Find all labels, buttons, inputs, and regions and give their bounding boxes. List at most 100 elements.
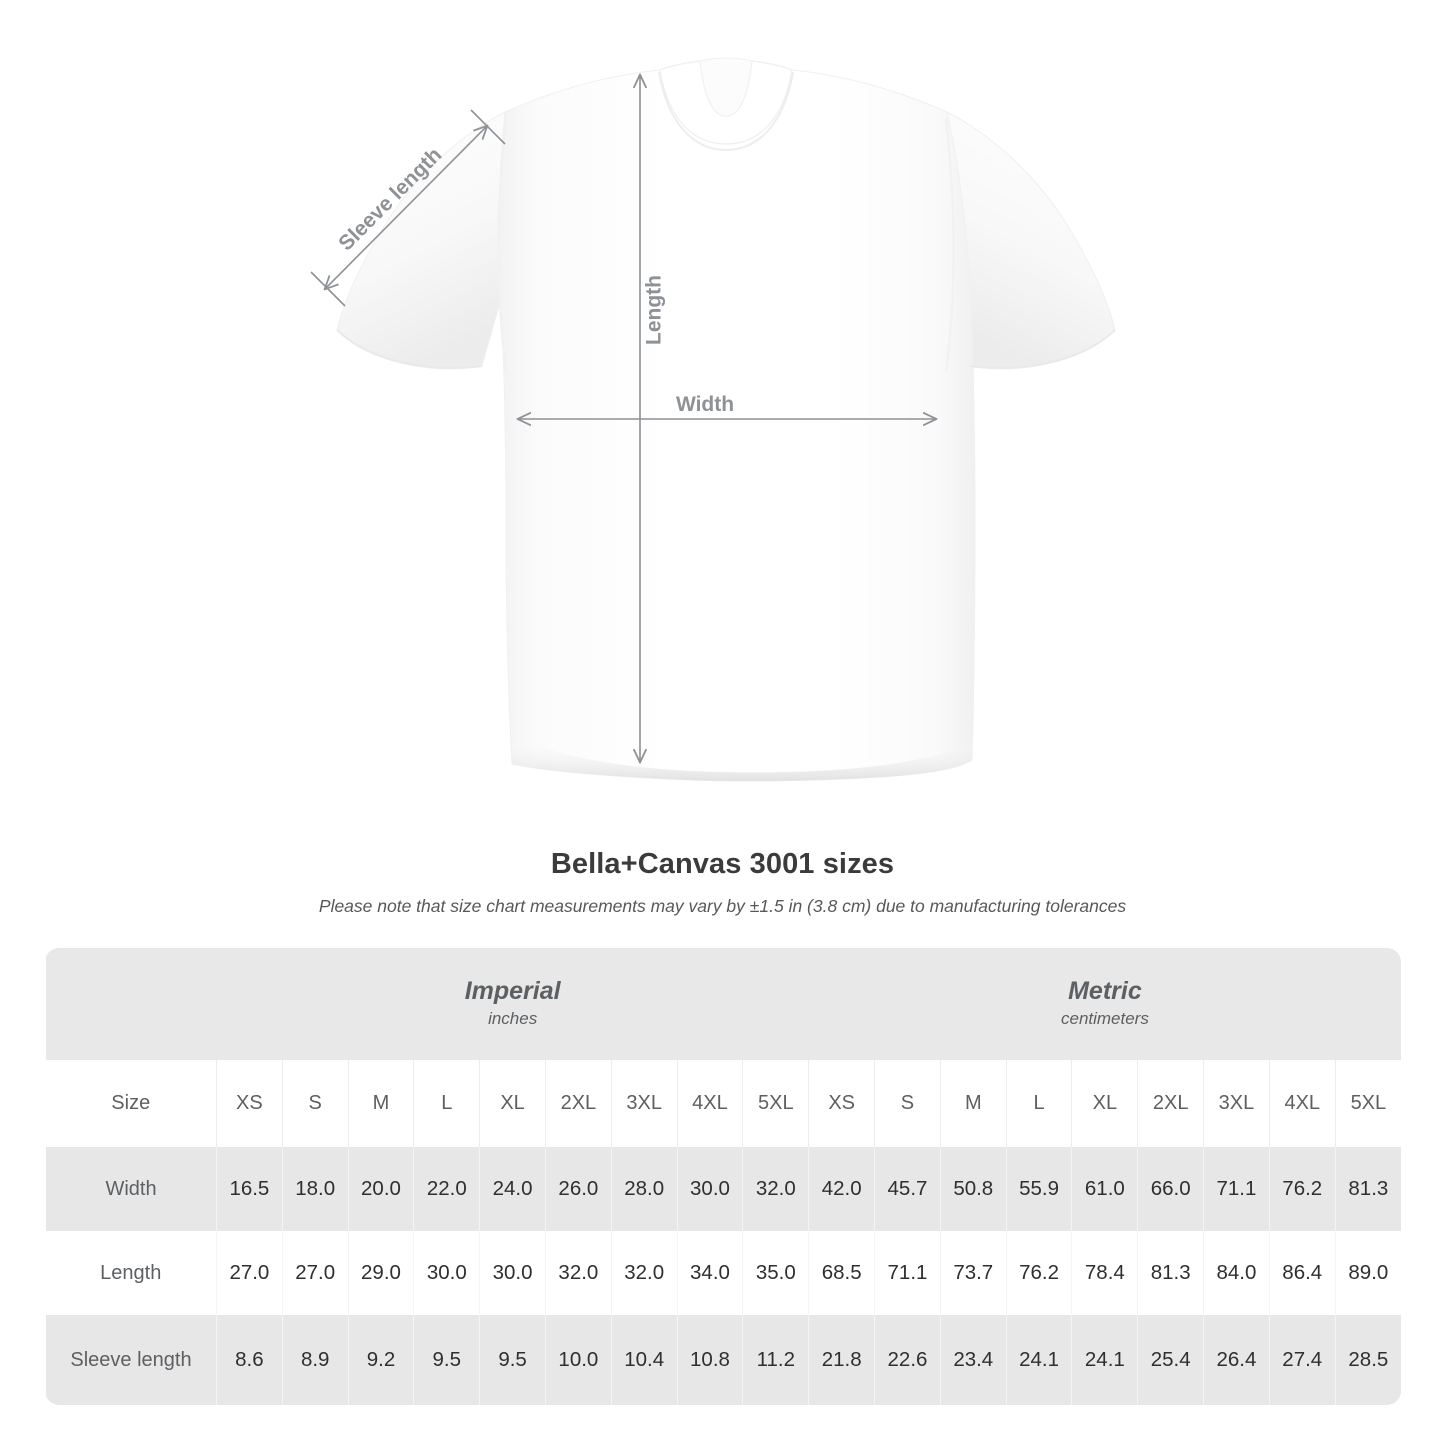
measurement-annotations (310, 75, 936, 762)
cell-length-metric-l: 76.2 (1005, 1231, 1072, 1315)
cell-sleeve-length-metric-4xl: 27.4 (1268, 1315, 1336, 1405)
column-header-l: L (1005, 1060, 1072, 1147)
column-header-s: S (874, 1060, 941, 1147)
sleeve-length-arrow (325, 126, 487, 289)
cell-length-imperial-5xl: 35.0 (742, 1231, 809, 1315)
column-header-xl: XL (1071, 1060, 1138, 1147)
cell-sleeve-length-metric-xs: 21.8 (808, 1315, 875, 1405)
cell-width-metric-xs: 42.0 (808, 1147, 875, 1231)
unit-group-name: Imperial (464, 976, 561, 1005)
cell-sleeve-length-metric-3xl: 26.4 (1203, 1315, 1270, 1405)
label-length: Length (643, 275, 666, 345)
table-row: Sleeve length 8.6 8.9 9.2 9.5 9.5 10.0 10.4 10.8… (45, 1315, 1402, 1405)
table-row: Width 16.5 18.0 20.0 22.0 24.0 26.0 28.0 30.0 32.… (45, 1147, 1402, 1231)
cell-width-metric-5xl: 81.3 (1334, 1147, 1402, 1231)
cell-width-imperial-xl: 24.0 (479, 1147, 546, 1231)
column-header-m: M (347, 1060, 414, 1147)
unit-group-subtitle: inches (488, 1009, 538, 1028)
cell-sleeve-length-imperial-m: 9.2 (347, 1315, 414, 1405)
row-label-length: Length (45, 1231, 217, 1315)
cell-sleeve-length-metric-s: 22.6 (874, 1315, 941, 1405)
column-header-s: S (281, 1060, 349, 1147)
tshirt-neck-seam (658, 71, 794, 152)
column-header-xs: XS (808, 1060, 875, 1147)
cell-length-metric-xs: 68.5 (808, 1231, 875, 1315)
cell-width-imperial-l: 22.0 (413, 1147, 480, 1231)
cell-width-metric-4xl: 76.2 (1268, 1147, 1336, 1231)
cell-length-metric-5xl: 89.0 (1334, 1231, 1402, 1315)
tshirt-body (498, 69, 976, 782)
tshirt-right-armhole (945, 117, 955, 373)
label-width: Width (676, 393, 734, 416)
cell-sleeve-length-imperial-s: 8.9 (281, 1315, 349, 1405)
cell-length-metric-2xl: 81.3 (1137, 1231, 1204, 1315)
cell-sleeve-length-imperial-4xl: 10.8 (676, 1315, 743, 1405)
row-label-sleeve-length: Sleeve length (45, 1315, 217, 1405)
cell-sleeve-length-imperial-xl: 9.5 (479, 1315, 546, 1405)
cell-width-metric-2xl: 66.0 (1137, 1147, 1204, 1231)
sleeve-length-tick-top (470, 109, 506, 145)
cell-width-imperial-s: 18.0 (281, 1147, 349, 1231)
cell-width-imperial-m: 20.0 (347, 1147, 414, 1231)
cell-length-metric-s: 71.1 (874, 1231, 941, 1315)
unit-group-imperial: Imperial inches (216, 948, 809, 1060)
column-header-size: Size (45, 1060, 217, 1147)
column-header-5xl: 5XL (742, 1060, 809, 1147)
cell-length-imperial-4xl: 34.0 (676, 1231, 743, 1315)
cell-sleeve-length-imperial-5xl: 11.2 (742, 1315, 809, 1405)
cell-sleeve-length-imperial-3xl: 10.4 (610, 1315, 678, 1405)
size-header-row: Size XS S M L XL 2XL 3XL 4XL 5XL XS S M L XL 2XL 3XL 4XL 5… (45, 1060, 1402, 1147)
cell-length-metric-3xl: 84.0 (1203, 1231, 1270, 1315)
cell-length-metric-m: 73.7 (939, 1231, 1007, 1315)
cell-width-metric-xl: 61.0 (1071, 1147, 1138, 1231)
cell-length-imperial-m: 29.0 (347, 1231, 414, 1315)
cell-sleeve-length-metric-m: 23.4 (939, 1315, 1007, 1405)
unit-group-metric: Metric centimeters (808, 948, 1402, 1060)
table-row: Length 27.0 27.0 29.0 30.0 30.0 32.0 32.0 34.0 35… (45, 1231, 1402, 1315)
tolerance-note: Please note that size chart measurements… (318, 896, 1127, 916)
column-header-5xl: 5XL (1334, 1060, 1402, 1147)
column-header-m: M (939, 1060, 1007, 1147)
cell-length-imperial-l: 30.0 (413, 1231, 480, 1315)
column-header-2xl: 2XL (1137, 1060, 1204, 1147)
column-header-3xl: 3XL (1203, 1060, 1270, 1147)
unit-header-row: Imperial inches Metric centimeters (45, 948, 1402, 1060)
column-header-2xl: 2XL (544, 1060, 612, 1147)
unit-group-name: Metric (1068, 976, 1142, 1005)
cell-width-metric-s: 45.7 (874, 1147, 941, 1231)
cell-width-imperial-2xl: 26.0 (544, 1147, 612, 1231)
cell-length-metric-xl: 78.4 (1071, 1231, 1138, 1315)
cell-length-metric-4xl: 86.4 (1268, 1231, 1336, 1315)
cell-width-metric-3xl: 71.1 (1203, 1147, 1270, 1231)
cell-sleeve-length-imperial-2xl: 10.0 (544, 1315, 612, 1405)
cell-width-imperial-4xl: 30.0 (676, 1147, 743, 1231)
cell-sleeve-length-metric-5xl: 28.5 (1334, 1315, 1402, 1405)
unit-group-subtitle: centimeters (1060, 1009, 1149, 1028)
cell-length-imperial-3xl: 32.0 (610, 1231, 678, 1315)
cell-width-imperial-xs: 16.5 (216, 1147, 283, 1231)
tshirt-right-sleeve-hem (969, 329, 1116, 370)
cell-length-imperial-xl: 30.0 (479, 1231, 546, 1315)
size-chart-table: Imperial inches Metric centimeters Size XS S M L… (45, 948, 1402, 1405)
tshirt-hem-shadow (512, 735, 972, 781)
cell-width-metric-l: 55.9 (1005, 1147, 1072, 1231)
cell-length-imperial-xs: 27.0 (216, 1231, 283, 1315)
tshirt-illustration: Length Width Sleeve length (310, 57, 1116, 782)
cell-sleeve-length-metric-xl: 24.1 (1071, 1315, 1138, 1405)
cell-width-imperial-3xl: 28.0 (610, 1147, 678, 1231)
row-label-width: Width (45, 1147, 217, 1231)
sleeve-length-tick-bottom (310, 271, 346, 307)
column-header-4xl: 4XL (676, 1060, 743, 1147)
tshirt-left-sleeve-hem (336, 329, 483, 370)
cell-width-imperial-5xl: 32.0 (742, 1147, 809, 1231)
column-header-3xl: 3XL (610, 1060, 678, 1147)
column-header-4xl: 4XL (1268, 1060, 1336, 1147)
unit-header-spacer (45, 948, 217, 1060)
cell-length-imperial-s: 27.0 (281, 1231, 349, 1315)
cell-length-imperial-2xl: 32.0 (544, 1231, 612, 1315)
cell-sleeve-length-imperial-xs: 8.6 (216, 1315, 283, 1405)
column-header-xs: XS (216, 1060, 283, 1147)
page-title: Bella+Canvas 3001 sizes (550, 848, 895, 880)
tshirt-left-armhole (497, 117, 507, 373)
cell-sleeve-length-imperial-l: 9.5 (413, 1315, 480, 1405)
